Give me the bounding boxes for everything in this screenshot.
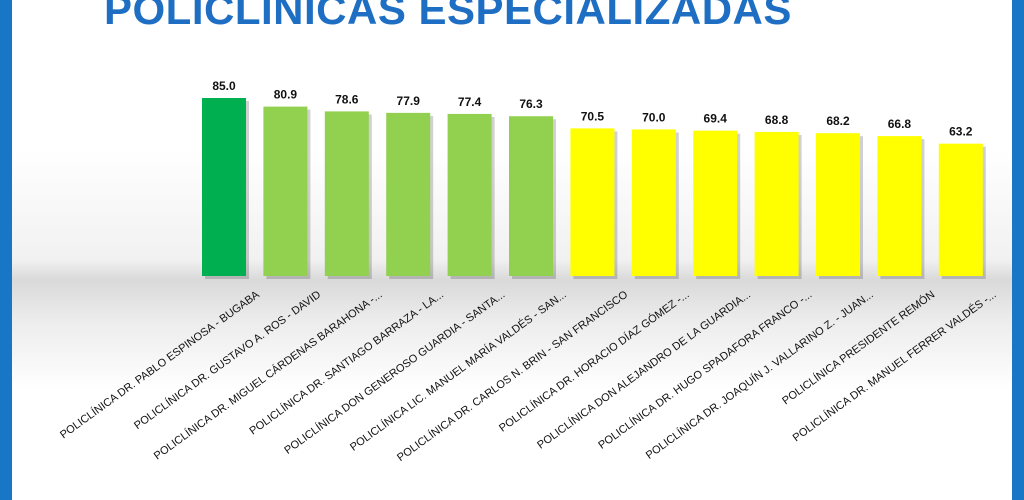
- bar-value-label: 70.0: [642, 110, 666, 124]
- right-frame-bar: [1012, 0, 1024, 500]
- bar: [631, 129, 676, 276]
- bar-value-label: 69.4: [704, 112, 728, 126]
- category-label: POLICLÍNICA LIC. MANUEL MARÍA VALDÉS - S…: [347, 288, 568, 454]
- category-label: POLICLÍNICA DR. MIGUEL CÁRDENAS BARAHONA…: [151, 288, 384, 462]
- bar-value-label: 78.6: [335, 92, 359, 106]
- category-label: POLICLÍNICA DR. CARLOS N. BRIN - SAN FRA…: [395, 288, 631, 464]
- bar-value-label: 76.3: [519, 97, 543, 111]
- bar: [938, 143, 983, 276]
- category-label: POLICLÍNICA DON GENEROSO GUARDIA - SANTA…: [282, 288, 508, 457]
- bar-value-label: 70.5: [581, 109, 605, 123]
- bar-value-label: 68.8: [765, 113, 789, 127]
- bar: [509, 116, 553, 276]
- category-label: POLICLÍNICA DR. HUGO SPADAFORA FRANCO -.…: [596, 288, 815, 452]
- bar: [263, 106, 308, 277]
- page-title: POLICLÍNICAS ESPECIALIZADAS: [104, 0, 792, 33]
- bar-value-label: 66.8: [888, 117, 912, 131]
- bar: [816, 133, 860, 276]
- bar: [202, 98, 246, 276]
- bar-value-label: 77.9: [397, 94, 421, 108]
- bar: [570, 128, 615, 276]
- left-frame-bar: [0, 0, 12, 500]
- category-label: POLICLÍNICA DR. JOAQUÍN J. VALLARINO Z. …: [643, 288, 875, 462]
- bar-value-label: 85.0: [212, 79, 236, 93]
- bar-value-label: 68.2: [826, 114, 850, 128]
- bar: [693, 130, 738, 276]
- bar-value-label: 80.9: [274, 88, 298, 102]
- bar: [324, 111, 369, 277]
- category-label: POLICLÍNICA DON ALEJANDRO DE LA GUARDIA.…: [535, 288, 753, 452]
- bar: [447, 113, 492, 277]
- bar: [386, 112, 431, 277]
- category-label: POLICLÍNICA DR. MANUEL FERRER VALDÉS -..…: [790, 288, 998, 444]
- bar: [877, 136, 922, 276]
- bar-value-label: 77.4: [458, 95, 482, 109]
- bar-value-label: 63.2: [949, 125, 973, 139]
- bar: [754, 131, 799, 276]
